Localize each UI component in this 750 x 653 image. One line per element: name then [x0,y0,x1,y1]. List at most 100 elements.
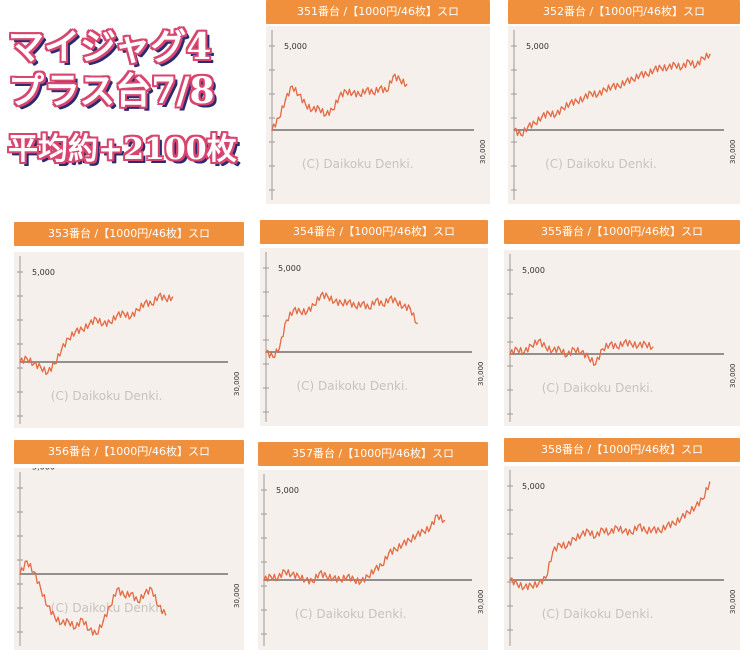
slump-point [123,312,125,315]
slump-point [399,78,401,81]
y-max-label: 5,000 [32,268,55,277]
slump-point [306,310,308,313]
slump-point [130,592,132,595]
slump-graph: 5,000 30,000 (C) Daikoku Denki. [14,468,244,650]
slump-point [587,530,590,532]
x-max-label: 30,000 [729,364,737,389]
slump-point [583,97,585,99]
slump-point [292,309,295,311]
slump-point [372,92,374,94]
slump-point [284,99,287,101]
slump-graph-svg: 5,000 30,000 (C) Daikoku Denki. [263,252,485,422]
watermark: (C) Daikoku Denki. [296,379,408,393]
slump-graph: 5,000 30,000 (C) Daikoku Denki. [504,250,740,426]
watermark: (C) Daikoku Denki. [542,607,654,621]
slump-point [360,581,362,583]
slump-point [46,605,49,608]
slump-point [327,295,329,298]
machine-header: 351番台 /【1000円/46枚】スロ [266,0,490,24]
slump-point [284,570,286,572]
slump-point [60,622,63,625]
slump-point [395,300,398,303]
slump-point [653,68,655,71]
slump-point [667,67,669,69]
slump-point [340,302,343,305]
x-max-label: 30,000 [477,362,485,387]
slump-point [331,109,334,111]
slump-point [325,114,327,116]
slump-graph: 5,000 30,000 (C) Daikoku Denki. [266,26,490,204]
slump-line [19,560,167,636]
slump-point [630,532,633,534]
slump-point [637,524,640,527]
slump-point [644,530,647,532]
slump-point [378,87,381,89]
slump-point [74,330,77,333]
machine-header: 353番台 /【1000円/46枚】スロ [14,222,244,246]
slump-point [358,93,361,96]
slump-point [516,583,518,585]
x-max-label: 30,000 [233,372,241,397]
slump-point [381,564,383,567]
slump-point [520,134,522,136]
slump-point [541,115,543,118]
slump-point [587,356,590,359]
y-max-label: 5,000 [522,266,545,275]
slump-point [345,90,347,93]
slump-point [601,348,604,350]
slump-point [40,366,42,369]
slump-point [333,300,336,303]
slump-point [516,348,518,350]
slump-point [594,363,597,365]
slump-point [616,526,618,529]
slump-point [402,305,405,308]
slump-point [392,75,394,77]
slump-graph-svg: 5,000 30,000 (C) Daikoku Denki. [17,468,241,646]
slump-point [263,579,265,581]
slump-point [74,627,77,629]
slump-point [40,588,42,590]
slump-point [559,348,561,350]
slump-point [573,348,575,350]
slump-point [365,88,368,91]
slump-point [354,305,357,308]
machine-header: 352番台 /【1000円/46枚】スロ [508,0,740,24]
slump-point [352,92,354,94]
slump-point [597,93,599,96]
slump-point [33,571,35,573]
slump-point [401,543,404,545]
slump-point [33,363,35,365]
slump-point [313,304,315,306]
slump-graph-svg: 5,000 30,000 (C) Daikoku Denki. [507,254,737,422]
slump-point [318,107,320,109]
slump-point [130,316,132,318]
slump-point [338,95,341,98]
machine-header: 355番台 /【1000円/46枚】スロ [504,220,740,244]
slump-point [646,73,648,76]
slump-point [601,528,604,530]
y-max-label: 5,000 [526,42,549,51]
slump-point [304,104,307,106]
y-max-label: 5,000 [522,482,545,491]
slump-point [609,343,611,345]
watermark: (C) Daikoku Denki. [51,601,163,615]
y-max-label: 5,000 [276,486,299,495]
slump-point [552,349,554,352]
slump-graph: 5,000 30,000 (C) Daikoku Denki. [260,248,488,426]
slump-point [623,530,625,532]
slump-point [347,300,350,303]
slump-point [298,93,300,96]
slump-point [618,85,620,88]
slump-point [530,584,533,587]
slump-point [701,498,704,500]
slump-point [616,346,618,349]
slump-point [509,579,511,581]
slump-point [443,519,446,522]
watermark: (C) Daikoku Denki. [302,157,414,171]
slump-point [311,581,314,583]
watermark: (C) Daikoku Denki. [542,381,654,395]
slump-point [157,605,160,608]
slump-point [278,346,281,348]
slump-point [573,537,575,540]
slump-point [687,511,690,514]
